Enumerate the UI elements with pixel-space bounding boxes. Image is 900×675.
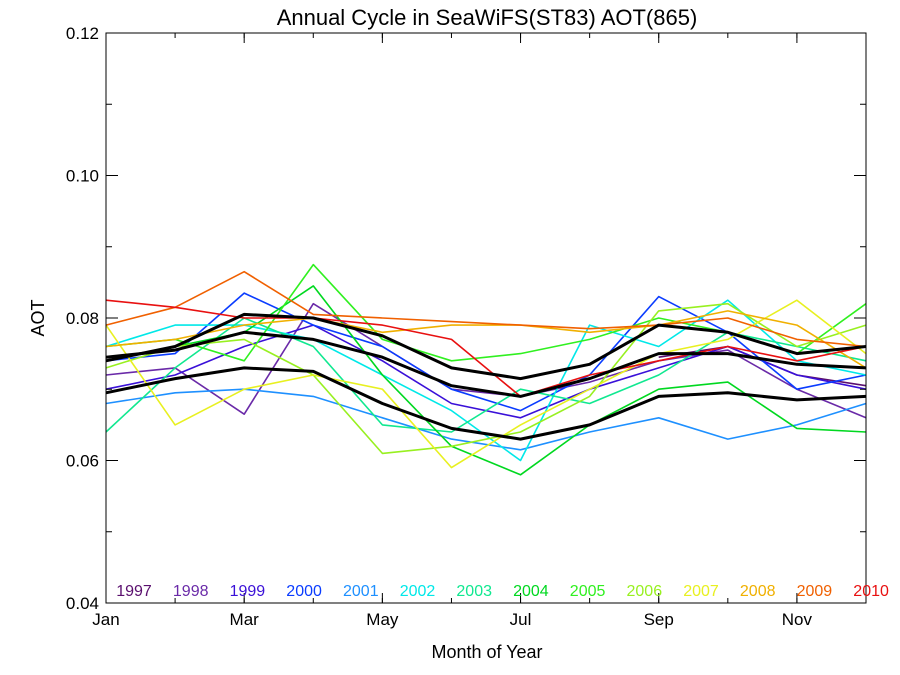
- series-line-2000: [105, 292, 867, 412]
- series-line-2001: [105, 388, 867, 451]
- y-tick-label: 0.06: [66, 452, 99, 471]
- y-tick-label: 0.12: [66, 24, 99, 43]
- series-line-2005: [105, 263, 867, 362]
- x-tick-label: Sep: [644, 610, 674, 629]
- x-tick-label: May: [366, 610, 399, 629]
- mean-line-14: [105, 312, 867, 381]
- legend-entry-2000: 2000: [286, 583, 322, 600]
- y-tick-label: 0.08: [66, 309, 99, 328]
- legend-entry-2007: 2007: [683, 583, 719, 600]
- legend-entry-2001: 2001: [343, 583, 379, 600]
- x-tick-label: Mar: [230, 610, 260, 629]
- legend-entry-2003: 2003: [456, 583, 492, 600]
- y-tick-label: 0.10: [66, 167, 99, 186]
- x-tick-label: Jul: [510, 610, 532, 629]
- legend-entry-1998: 1998: [173, 583, 209, 600]
- x-tick-label: Nov: [782, 610, 813, 629]
- series-line-2009: [105, 270, 867, 348]
- legend-entry-2002: 2002: [400, 583, 436, 600]
- series-line-2007: [105, 299, 867, 469]
- legend-entry-2009: 2009: [797, 583, 833, 600]
- series-line-2006: [105, 302, 867, 455]
- legend-entry-2010: 2010: [853, 583, 889, 600]
- x-tick-label: Jan: [92, 610, 119, 629]
- series-lines: [105, 263, 867, 476]
- x-axis-label: Month of Year: [431, 642, 542, 662]
- legend-entry-2006: 2006: [627, 583, 663, 600]
- legend-entry-2004: 2004: [513, 583, 549, 600]
- chart-title: Annual Cycle in SeaWiFS(ST83) AOT(865): [277, 5, 698, 30]
- series-line-2010: [105, 299, 867, 398]
- legend-entry-1999: 1999: [230, 583, 266, 600]
- series-line-2008: [105, 310, 867, 369]
- legend-entry-2008: 2008: [740, 583, 776, 600]
- series-line-2003: [105, 317, 867, 433]
- mean-line-16: [105, 366, 867, 441]
- axis-ticks: Jan Mar May Jul Sep Nov 0.04 0.06 0.08 0.10 0.12: [66, 24, 867, 629]
- legend: 1997 1998 1999 2000 2001 2002 2003 2004 2005 2006…: [116, 583, 889, 600]
- legend-entry-2005: 2005: [570, 583, 606, 600]
- y-tick-label: 0.04: [66, 594, 99, 613]
- y-axis-label: AOT: [28, 299, 48, 336]
- mean-line-15: [105, 330, 867, 398]
- legend-entry-1997: 1997: [116, 583, 152, 600]
